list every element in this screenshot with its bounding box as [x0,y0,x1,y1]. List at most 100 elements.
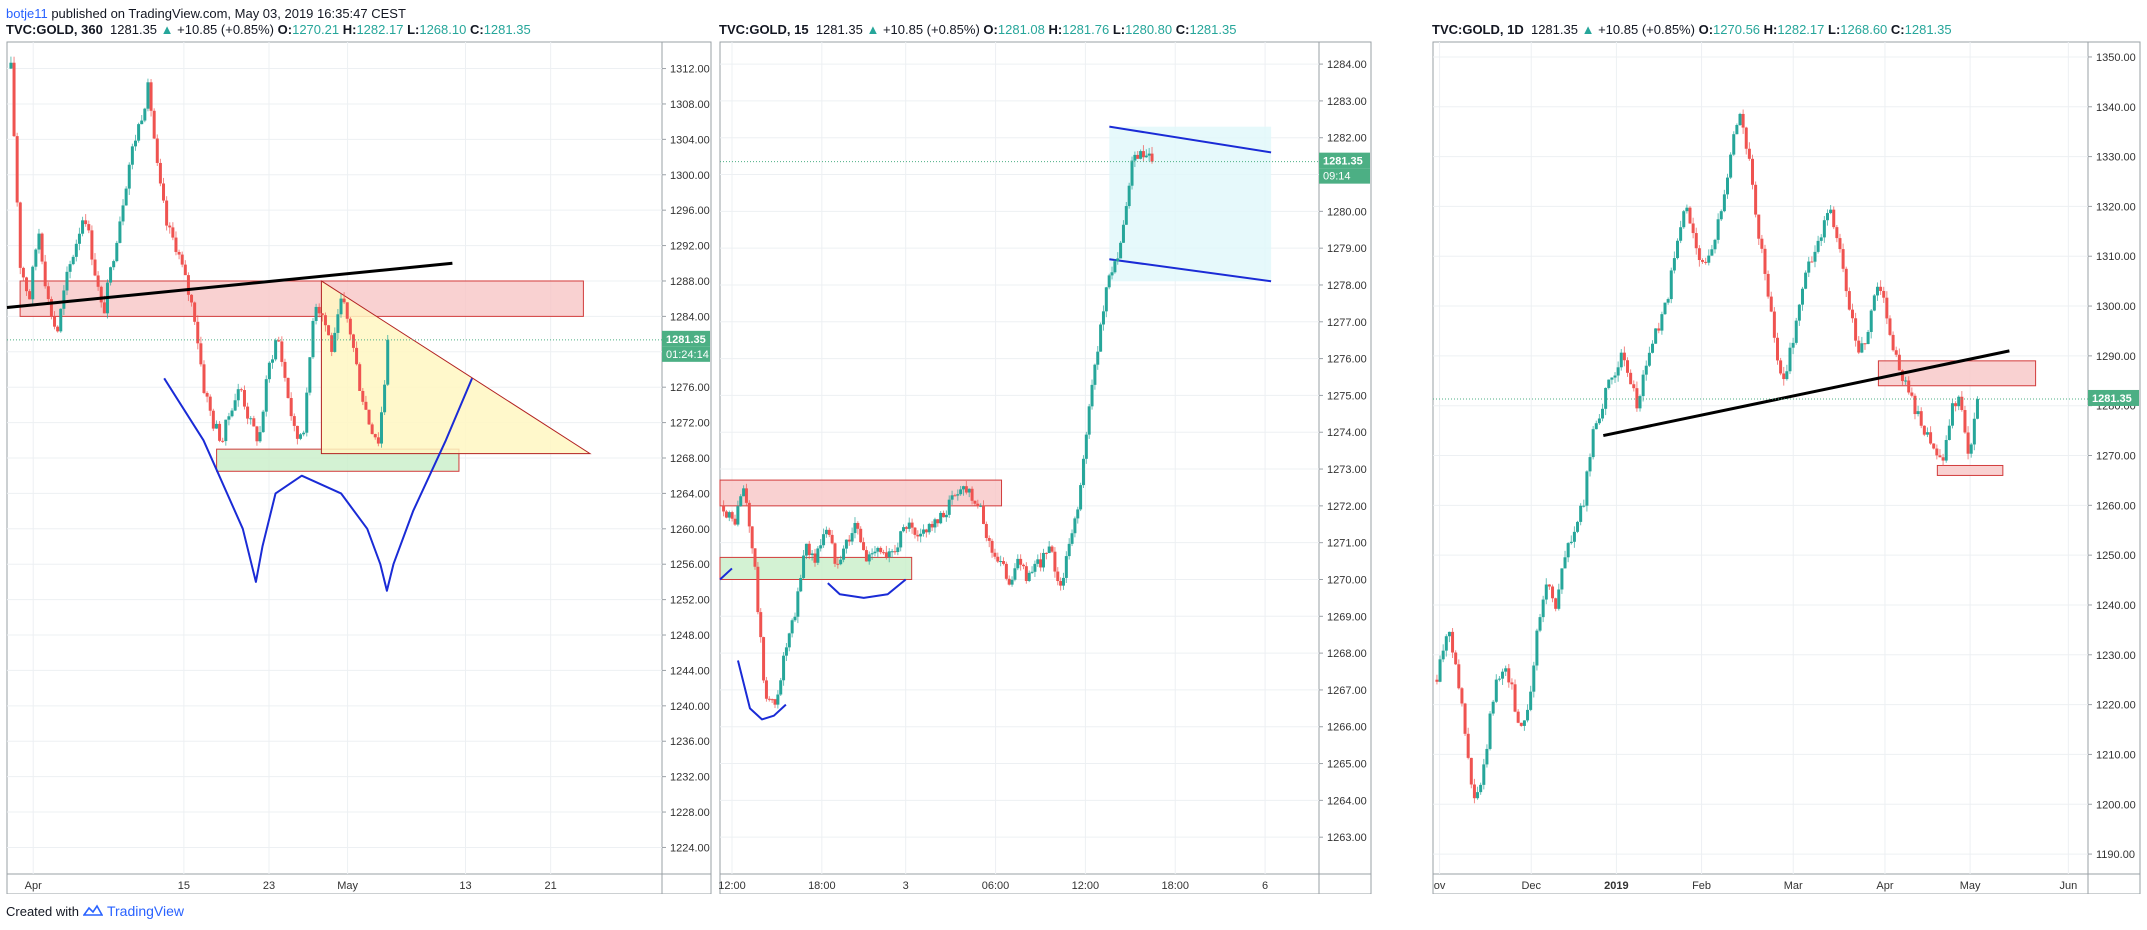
candle-body [1141,151,1145,158]
candle-body [255,426,259,442]
chart-panel-360[interactable]: TVC:GOLD, 360 1281.35 ▲ +10.85 (+0.85%) … [6,22,712,894]
chart-canvas[interactable]: 1312.00 1308.00 1304.00 1300.00 1296.00 1292.… [6,22,712,894]
candle-body [953,495,957,497]
candle-body [1463,703,1467,734]
price-tag [1319,152,1370,169]
chart-canvas[interactable]: 1350.00 1340.00 1330.00 1320.00 1310.00 1300.… [1432,22,2141,894]
candle-body [49,299,53,317]
x-tick-label: Dec [1521,880,1541,892]
candle-body [1769,296,1773,312]
candle-body [1691,223,1695,234]
y-tick-label: 1279.00 [1327,243,1367,255]
candle-body [199,343,203,365]
candle-body [1482,764,1486,785]
candle-body [211,410,215,429]
candle-body [1719,211,1723,220]
candle-body [1685,207,1689,212]
candle-body [1632,384,1636,389]
y-tick-label: 1312.00 [670,64,710,76]
candle-body [1835,227,1839,239]
candle-body [364,401,368,410]
author-link[interactable]: botje11 [6,6,48,21]
candle-body [124,188,128,206]
candle-body [1622,352,1626,361]
candle-body [1594,423,1598,430]
x-tick-label: May [1960,880,1981,892]
candle-body [1726,177,1730,195]
y-tick-label: 1264.00 [1327,795,1367,807]
y-tick-label: 1271.00 [1327,538,1367,550]
candle-body [1619,352,1623,368]
candle-body [1897,354,1901,371]
candle-body [1863,343,1867,345]
candle-body [1501,671,1505,679]
candle-body [1061,577,1065,586]
candle-body [902,527,906,532]
candle-body [1024,566,1028,581]
tradingview-brand-link[interactable]: TradingView [106,903,185,919]
candle-body [233,400,237,411]
candle-body [1053,551,1057,572]
y-tick-label: 1250.00 [2096,550,2136,562]
chart-panel-15[interactable]: TVC:GOLD, 15 1281.35 ▲ +10.85 (+0.85%) O… [719,22,1372,894]
candle-body [1110,272,1114,276]
candle-body [944,514,948,518]
candle-body [784,647,788,656]
candle-body [56,326,60,332]
candle-body [1810,261,1814,263]
candle-body [1451,631,1455,653]
y-tick-label: 1269.00 [1327,611,1367,623]
candle-body [1073,518,1077,534]
candle-body [1966,432,1970,454]
candle-body [1722,194,1726,212]
candle-body [936,519,940,524]
candle-body [1444,636,1448,651]
hand-drawn-curve [719,567,733,581]
candle-body [1735,125,1739,135]
candle-body [1732,134,1736,155]
candle-body [99,286,103,303]
candle-body [1047,546,1051,554]
x-tick-label: Jun [2059,880,2077,892]
candle-body [323,315,327,326]
candle-body [833,543,837,564]
candle-body [1526,709,1530,721]
y-tick-label: 1276.00 [1327,354,1367,366]
y-tick-label: 1264.00 [670,488,710,500]
candle-body [882,552,886,554]
candle-body [1857,340,1861,353]
candle-body [1891,334,1895,351]
chart-panel-1d[interactable]: TVC:GOLD, 1D 1281.35 ▲ +10.85 (+0.85%) O… [1432,22,2141,894]
y-tick-label: 1232.00 [670,772,710,784]
y-tick-label: 1268.00 [670,453,710,465]
candle-body [376,437,380,444]
y-tick-label: 1280.00 [1327,206,1367,218]
candle-body [910,522,914,528]
candle-body [386,339,390,385]
candle-body [1607,379,1611,388]
price-tag [2088,389,2139,406]
candle-body [1516,711,1520,723]
candle-body [730,512,734,519]
low-value: 1268.60 [1840,22,1888,37]
candle-body [810,553,814,556]
candle-body [733,518,737,525]
channel-fill [1109,126,1272,282]
candle-body [1133,154,1137,161]
candle-body [1904,380,1908,382]
candle-body [1669,270,1673,300]
candle-body [1447,631,1451,637]
candle-body [1932,443,1936,449]
candle-body [168,225,172,228]
candle-body [870,553,874,555]
chart-frame [719,41,1372,894]
candle-body [1747,148,1751,159]
candle-body [1519,722,1523,726]
candle-body [1497,678,1501,680]
chart-canvas[interactable]: 1284.001283.001282.001281.001280.001279.… [719,22,1372,894]
candle-body [1694,233,1698,249]
candle-body [850,533,854,542]
candle-body [1547,584,1551,587]
y-tick-label: 1282.00 [1327,133,1367,145]
candle-body [773,699,777,705]
